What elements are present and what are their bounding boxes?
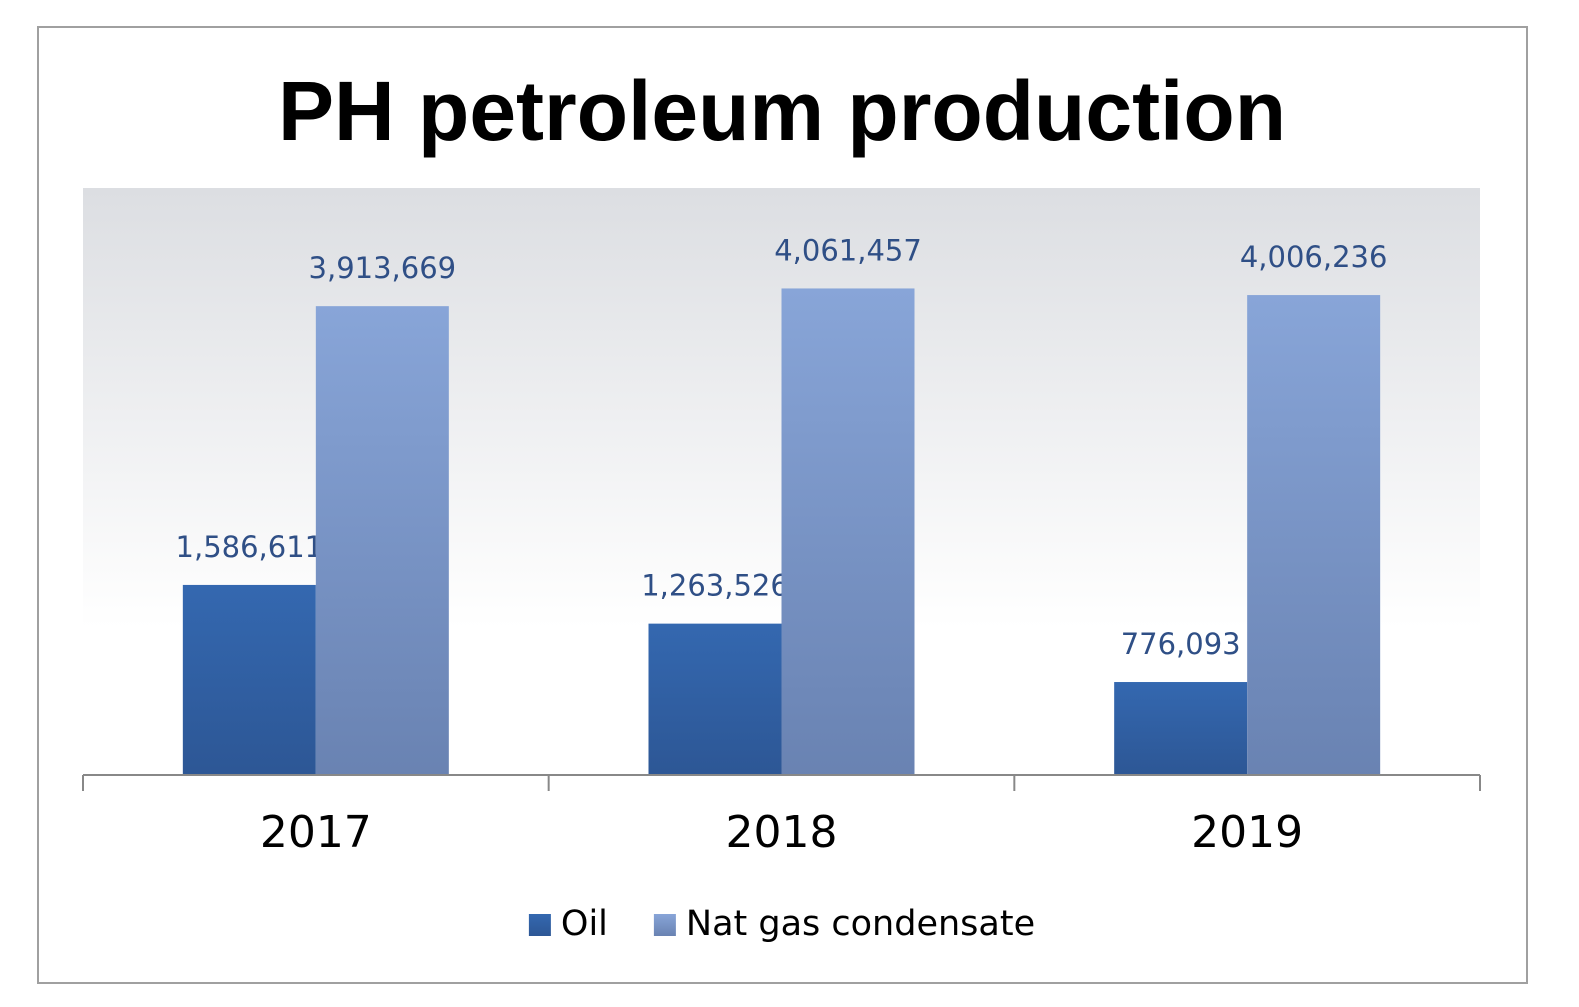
bar	[1114, 682, 1248, 775]
x-tick-label: 2018	[726, 807, 838, 858]
bar	[315, 306, 449, 775]
bar	[182, 584, 316, 775]
legend: Oil Nat gas condensate	[528, 904, 1035, 944]
x-tick-label: 2019	[1191, 807, 1303, 858]
value-label: 4,061,457	[774, 233, 922, 267]
value-label: 3,913,669	[309, 251, 457, 285]
x-tick-label: 2017	[260, 807, 372, 858]
chart-title: PH petroleum production	[278, 64, 1286, 158]
legend-label: Nat gas condensate	[686, 904, 1035, 944]
legend-label: Oil	[561, 904, 608, 944]
bar	[1247, 295, 1381, 775]
value-label: 4,006,236	[1240, 240, 1388, 274]
bar	[781, 288, 915, 775]
bar	[648, 623, 782, 775]
legend-swatch	[653, 914, 676, 936]
value-label: 1,586,611	[176, 530, 324, 564]
value-label: 776,093	[1121, 627, 1241, 661]
value-label: 1,263,526	[641, 569, 789, 603]
legend-swatch	[528, 914, 551, 936]
